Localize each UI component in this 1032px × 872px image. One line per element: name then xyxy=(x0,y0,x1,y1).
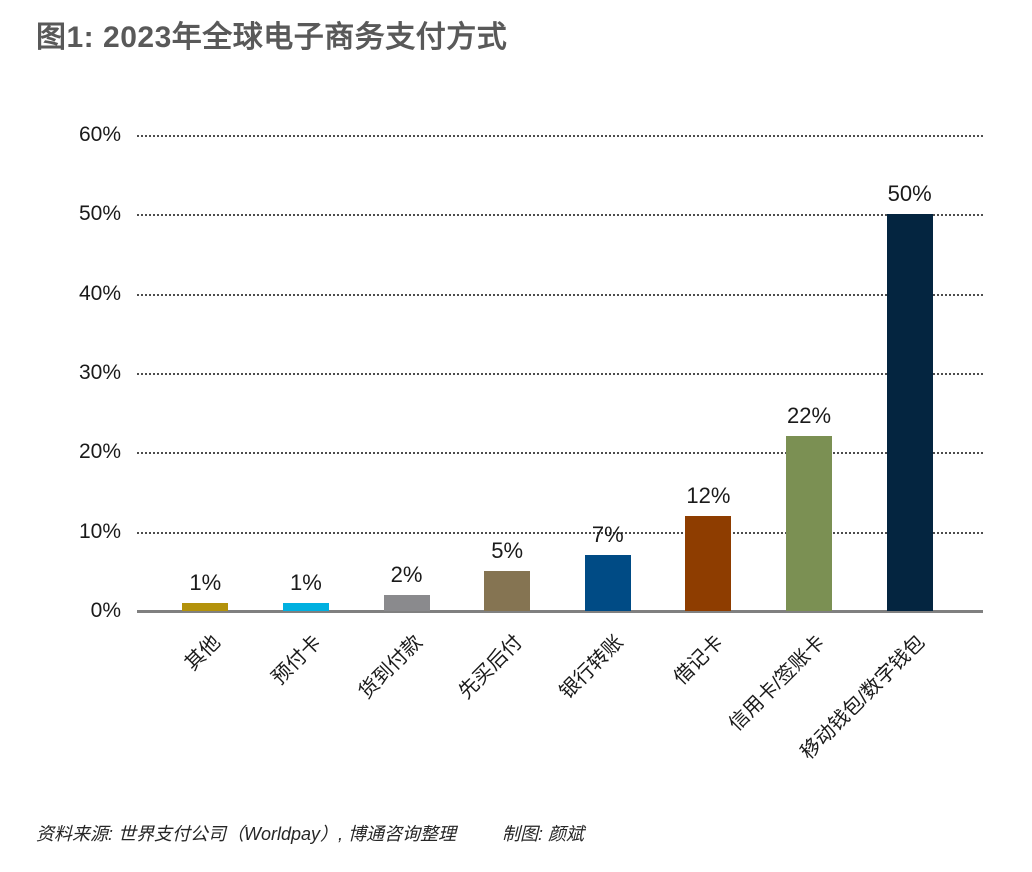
bar-value-label: 50% xyxy=(887,181,932,207)
y-axis-tick-label: 0% xyxy=(90,599,121,622)
x-axis-category-label: 银行转账 xyxy=(555,631,628,704)
bar-value-label: 22% xyxy=(787,403,832,429)
bar-column: 50% 移动钱包/数字钱包 xyxy=(797,135,960,764)
y-axis-tick-label: 40% xyxy=(78,281,121,305)
bar-column: 7% 银行转账 xyxy=(555,135,659,703)
y-axis-tick-label: 30% xyxy=(78,361,121,384)
bar xyxy=(282,603,329,611)
bar-value-label: 7% xyxy=(591,522,624,548)
gridline xyxy=(137,214,983,217)
bar xyxy=(786,436,833,611)
x-axis-line xyxy=(137,610,983,613)
bar-value-label: 12% xyxy=(686,482,731,508)
credit-note: 制图: 颜斌 xyxy=(502,824,585,844)
x-axis-category-label: 预付卡 xyxy=(267,631,326,690)
y-axis-tick-label: 10% xyxy=(78,519,121,543)
bar xyxy=(383,595,430,611)
bars-area: 1% 其他 1% 预付卡 2% 货到付款 5% 先买后付 7% 银行转账 12% 借记卡 22% 信用卡/… xyxy=(155,135,960,764)
bar xyxy=(886,214,933,611)
x-axis-category-label: 货到付款 xyxy=(354,631,427,704)
bar-column: 1% 其他 xyxy=(155,135,256,675)
x-axis-category-label: 先买后付 xyxy=(454,631,527,704)
bar-value-label: 1% xyxy=(189,570,222,596)
bar xyxy=(484,571,531,611)
bar xyxy=(685,515,732,611)
gridline xyxy=(137,531,983,534)
y-axis-tick-label: 50% xyxy=(78,202,121,226)
y-axis-tick-label: 20% xyxy=(78,440,121,464)
bar-column: 5% 先买后付 xyxy=(455,135,558,703)
bar-value-label: 5% xyxy=(491,538,524,564)
x-axis-category-label: 借记卡 xyxy=(670,631,729,690)
bar-column: 22% 信用卡/签账卡 xyxy=(725,135,860,736)
bar-value-label: 2% xyxy=(390,562,423,588)
x-axis-category-label: 信用卡/签账卡 xyxy=(724,631,829,736)
bar xyxy=(182,603,229,611)
bar-value-label: 1% xyxy=(290,570,322,596)
gridline xyxy=(137,373,983,375)
bar-column: 1% 预付卡 xyxy=(256,135,357,689)
chart-title: 图1: 2023年全球电子商务支付方式 xyxy=(36,21,508,54)
bar-column: 2% 货到付款 xyxy=(354,135,457,703)
gridline xyxy=(137,452,983,455)
chart-footer: 资料来源: 世界支付公司（Worldpay）, 博通咨询整理 制图: 颜斌 xyxy=(36,820,996,846)
bar xyxy=(584,555,631,611)
plot-area: 60% 50% 40% 30% 20% 10% 0% xyxy=(79,123,983,622)
y-axis-tick-label: 60% xyxy=(78,123,121,146)
source-note: 资料来源: 世界支付公司（Worldpay）, 博通咨询整理 xyxy=(36,824,457,844)
gridline xyxy=(137,135,983,137)
bar-column: 12% 借记卡 xyxy=(658,135,759,689)
x-axis-category-label: 其他 xyxy=(181,631,226,676)
gridline xyxy=(137,293,983,296)
